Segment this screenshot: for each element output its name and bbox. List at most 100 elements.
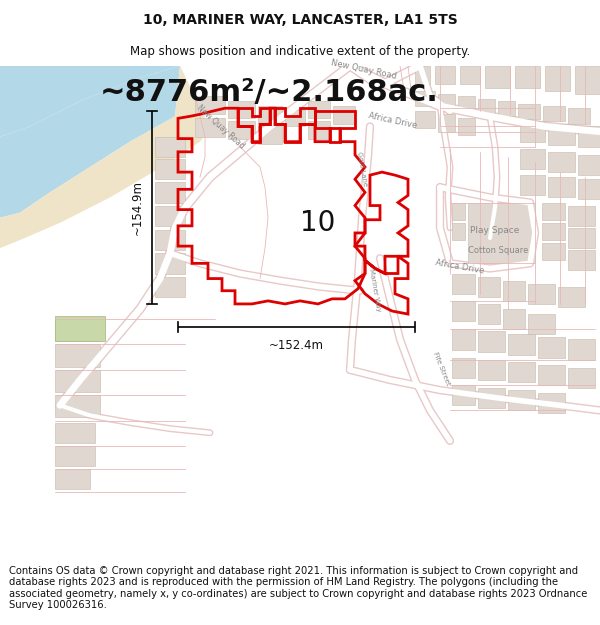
Polygon shape xyxy=(0,66,180,218)
Polygon shape xyxy=(55,395,100,418)
Text: ~154.9m: ~154.9m xyxy=(131,180,144,235)
Polygon shape xyxy=(543,106,565,121)
Polygon shape xyxy=(515,66,540,88)
Polygon shape xyxy=(228,101,255,118)
Polygon shape xyxy=(308,121,330,139)
Polygon shape xyxy=(568,108,590,124)
Polygon shape xyxy=(545,66,570,91)
Polygon shape xyxy=(468,202,535,263)
Polygon shape xyxy=(458,96,475,111)
Text: New Quay Road: New Quay Road xyxy=(330,58,397,81)
Text: ~152.4m: ~152.4m xyxy=(269,339,324,352)
Polygon shape xyxy=(452,222,465,240)
Polygon shape xyxy=(155,182,185,203)
Polygon shape xyxy=(438,114,455,131)
Text: Play Space: Play Space xyxy=(470,226,520,235)
Polygon shape xyxy=(538,365,565,385)
Text: Contains OS data © Crown copyright and database right 2021. This information is : Contains OS data © Crown copyright and d… xyxy=(9,566,587,611)
Polygon shape xyxy=(438,94,455,109)
Polygon shape xyxy=(155,159,185,179)
Polygon shape xyxy=(155,230,185,250)
Text: Africa Drive: Africa Drive xyxy=(435,258,485,276)
Text: Fife Street: Fife Street xyxy=(432,351,451,386)
Polygon shape xyxy=(520,175,545,196)
Polygon shape xyxy=(542,222,565,240)
Polygon shape xyxy=(0,66,90,86)
Text: Gold Lane: Gold Lane xyxy=(356,151,368,186)
Polygon shape xyxy=(508,362,535,382)
Text: Africa Drive: Africa Drive xyxy=(368,111,418,131)
Polygon shape xyxy=(548,124,575,145)
Polygon shape xyxy=(528,314,555,334)
Polygon shape xyxy=(55,469,90,489)
Polygon shape xyxy=(503,309,525,329)
Polygon shape xyxy=(520,149,545,169)
Text: New Quay Road: New Quay Road xyxy=(195,104,246,151)
Polygon shape xyxy=(55,446,95,466)
Polygon shape xyxy=(55,316,105,341)
Polygon shape xyxy=(528,284,555,304)
Text: ~8776m²/~2.168ac.: ~8776m²/~2.168ac. xyxy=(100,78,439,107)
Polygon shape xyxy=(568,339,595,360)
Polygon shape xyxy=(452,385,475,406)
Polygon shape xyxy=(538,338,565,357)
Polygon shape xyxy=(155,276,185,297)
Polygon shape xyxy=(498,101,515,116)
Polygon shape xyxy=(548,177,575,198)
Polygon shape xyxy=(452,274,475,294)
Polygon shape xyxy=(195,118,225,137)
Polygon shape xyxy=(568,368,595,388)
Polygon shape xyxy=(55,422,95,443)
Polygon shape xyxy=(458,118,475,134)
Polygon shape xyxy=(485,66,510,88)
Polygon shape xyxy=(503,281,525,301)
Polygon shape xyxy=(478,276,500,297)
Polygon shape xyxy=(478,331,505,352)
Polygon shape xyxy=(548,152,575,172)
Text: Map shows position and indicative extent of the property.: Map shows position and indicative extent… xyxy=(130,45,470,58)
Polygon shape xyxy=(518,104,540,119)
Polygon shape xyxy=(478,304,500,324)
Polygon shape xyxy=(452,301,475,321)
Polygon shape xyxy=(155,253,185,274)
Text: Cotton Square: Cotton Square xyxy=(468,246,529,255)
Polygon shape xyxy=(155,137,185,157)
Polygon shape xyxy=(568,206,595,226)
Polygon shape xyxy=(478,360,505,380)
Polygon shape xyxy=(578,179,600,199)
Polygon shape xyxy=(578,155,600,175)
Polygon shape xyxy=(155,206,185,226)
Polygon shape xyxy=(520,121,545,142)
Polygon shape xyxy=(285,110,305,126)
Polygon shape xyxy=(0,66,180,137)
Polygon shape xyxy=(538,393,565,414)
Polygon shape xyxy=(542,243,565,261)
Polygon shape xyxy=(452,202,465,220)
Polygon shape xyxy=(415,91,435,106)
Polygon shape xyxy=(478,99,495,114)
Polygon shape xyxy=(55,319,100,341)
Polygon shape xyxy=(542,202,565,220)
Polygon shape xyxy=(55,344,100,367)
Polygon shape xyxy=(0,66,210,248)
Polygon shape xyxy=(415,111,435,129)
Polygon shape xyxy=(558,287,585,307)
Polygon shape xyxy=(575,66,600,94)
Polygon shape xyxy=(568,250,595,271)
Polygon shape xyxy=(478,388,505,408)
Polygon shape xyxy=(452,329,475,349)
Polygon shape xyxy=(195,96,225,114)
Text: 10, MARINER WAY, LANCASTER, LA1 5TS: 10, MARINER WAY, LANCASTER, LA1 5TS xyxy=(143,12,457,27)
Polygon shape xyxy=(258,106,282,123)
Polygon shape xyxy=(308,101,330,118)
Polygon shape xyxy=(452,357,475,378)
Polygon shape xyxy=(460,66,480,84)
Text: Mariner Way: Mariner Way xyxy=(368,268,382,312)
Polygon shape xyxy=(55,370,100,392)
Polygon shape xyxy=(578,126,600,147)
Polygon shape xyxy=(415,66,430,84)
Polygon shape xyxy=(568,228,595,248)
Polygon shape xyxy=(508,334,535,354)
Polygon shape xyxy=(435,66,455,84)
Polygon shape xyxy=(228,121,255,139)
